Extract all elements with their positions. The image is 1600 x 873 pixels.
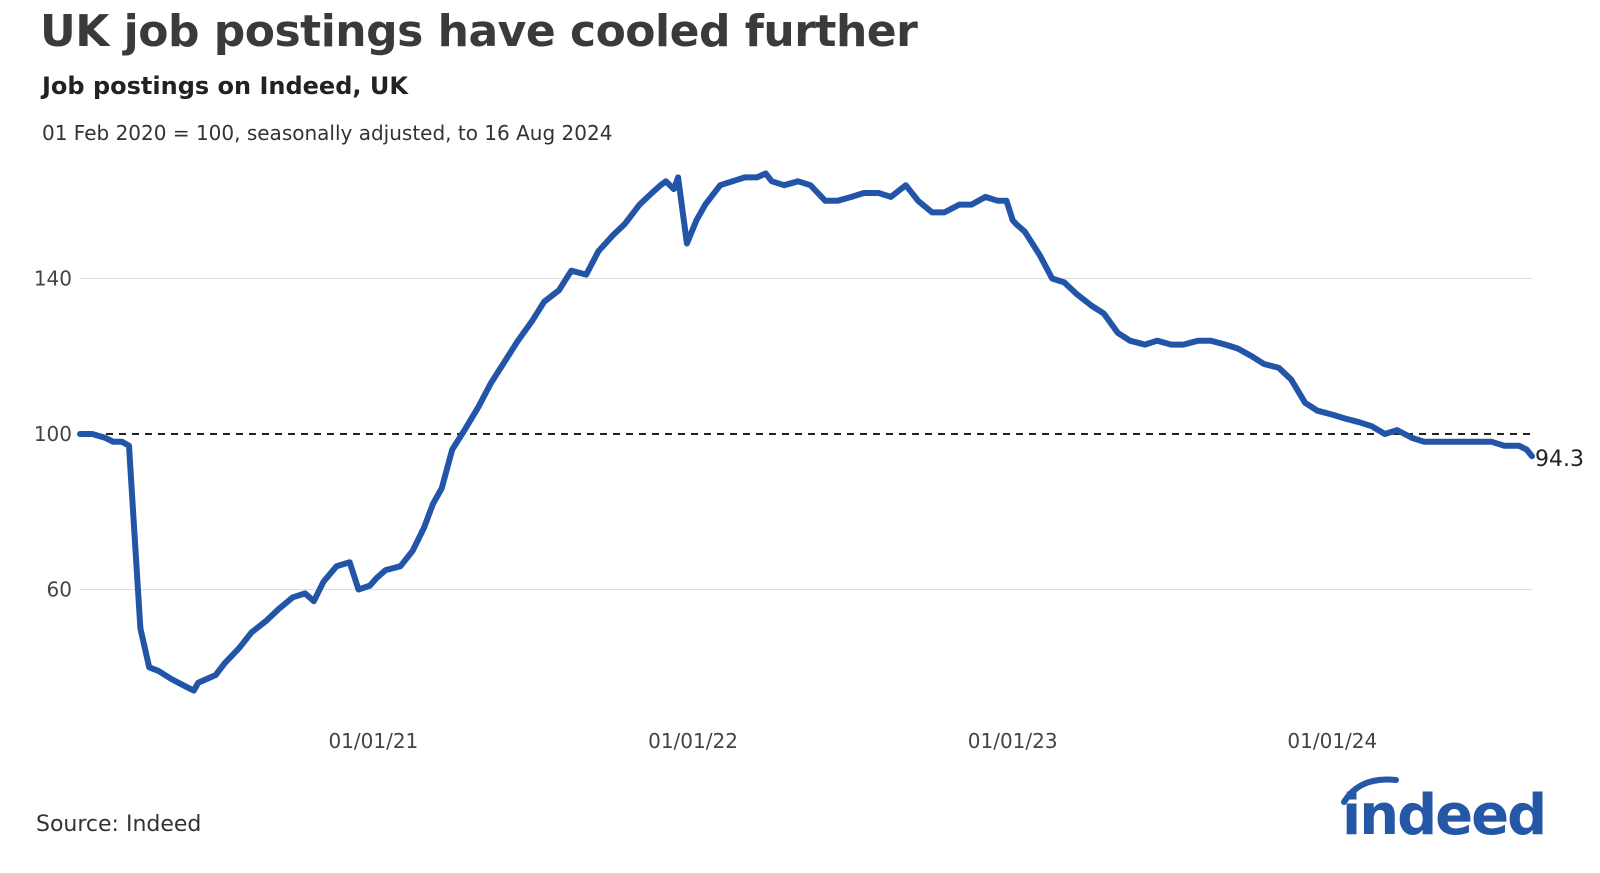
- indeed-logo: indeed: [1341, 776, 1547, 848]
- chart-note: 01 Feb 2020 = 100, seasonally adjusted, …: [42, 121, 613, 145]
- y-tick-label-60: 60: [47, 578, 72, 602]
- chart-subtitle: Job postings on Indeed, UK: [42, 72, 408, 100]
- logo-text: indeed: [1342, 783, 1545, 848]
- x-tick-label-01-01-21: 01/01/21: [328, 729, 418, 753]
- y-tick-label-100: 100: [34, 422, 72, 446]
- chart-title: UK job postings have cooled further: [40, 6, 918, 57]
- series-line: [77, 170, 1535, 694]
- logo-arc: [1341, 776, 1399, 805]
- source-label: Source: Indeed: [36, 812, 202, 837]
- x-tick-label-01-01-24: 01/01/24: [1287, 729, 1377, 753]
- x-tick-label-01-01-23: 01/01/23: [968, 729, 1058, 753]
- x-tick-label-01-01-22: 01/01/22: [648, 729, 738, 753]
- end-value-label: 94.3: [1535, 447, 1584, 472]
- y-tick-label-140: 140: [34, 267, 72, 291]
